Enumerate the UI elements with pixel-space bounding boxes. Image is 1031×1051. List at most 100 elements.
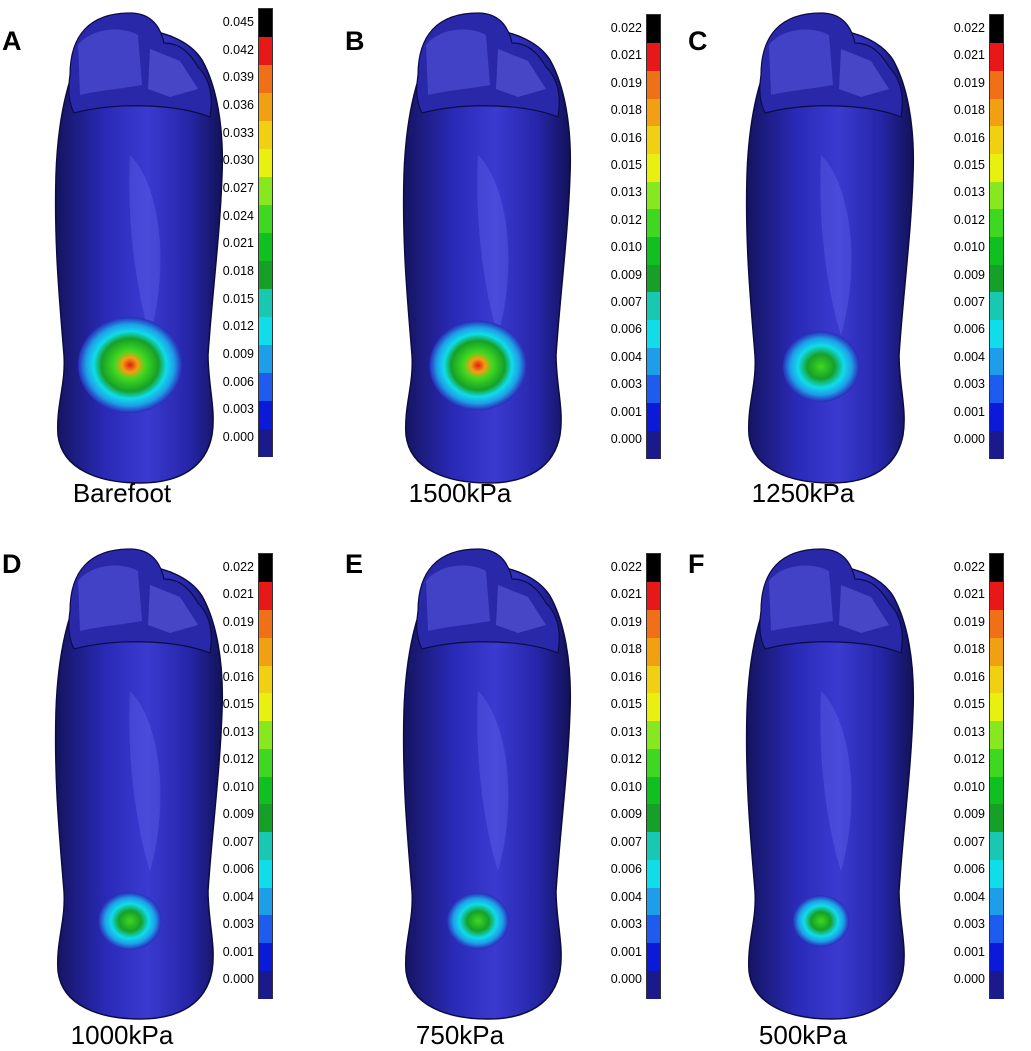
colorbar-tick-label: 0.015 <box>222 291 254 306</box>
colorbar-tick-label: 0.000 <box>953 432 985 446</box>
panel-caption: Barefoot <box>72 478 172 508</box>
colorbar-segment <box>259 316 272 345</box>
colorbar-segment <box>990 291 1003 321</box>
colorbar-tick-label: 0.019 <box>222 614 254 629</box>
colorbar-tick-label: 0.012 <box>610 752 642 767</box>
colorbar-segment <box>259 288 272 317</box>
colorbar-segment <box>990 887 1003 916</box>
colorbar-segment <box>259 400 272 429</box>
panel-letter: B <box>345 26 365 56</box>
colorbar-segment <box>259 637 272 666</box>
colorbar-tick-label: 0.022 <box>953 21 985 35</box>
colorbar-tick-label: 0.007 <box>953 834 985 849</box>
colorbar-segment <box>990 970 1003 999</box>
colorbar-segment <box>990 236 1003 265</box>
colorbar-segment <box>990 831 1003 860</box>
colorbar-segment <box>259 232 272 261</box>
colorbar-tick-label: 0.018 <box>953 642 985 657</box>
colorbar <box>646 14 661 459</box>
panel-letter: E <box>345 549 364 579</box>
colorbar-tick-label: 0.010 <box>222 779 254 794</box>
colorbar-tick-label: 0.019 <box>953 75 985 90</box>
colorbar-tick-label: 0.010 <box>610 779 642 794</box>
colorbar-tick-label: 0.033 <box>222 125 254 140</box>
big-toe-highlight <box>78 29 142 95</box>
colorbar-segment <box>259 831 272 860</box>
colorbar-tick-label: 0.010 <box>953 240 985 255</box>
colorbar-segment <box>259 260 272 289</box>
colorbar-tick-label: 0.006 <box>610 322 642 337</box>
heel-pressure-hotspot <box>792 895 850 947</box>
colorbar-segment <box>259 859 272 888</box>
foot-pressure-map <box>745 548 915 1020</box>
figure-panel-b: B 0.022 0.021 0.019 0.018 0.016 0.015 0.013 0.0… <box>343 0 686 523</box>
arch-highlight <box>129 691 161 871</box>
colorbar-segment <box>647 181 660 210</box>
panel-letter: F <box>688 549 705 579</box>
colorbar-segment <box>990 720 1003 749</box>
colorbar-segment <box>990 208 1003 237</box>
colorbar-segment <box>990 748 1003 777</box>
colorbar-tick-label: 0.018 <box>610 642 642 657</box>
colorbar-tick-label: 0.018 <box>222 264 254 278</box>
colorbar-segment <box>647 125 660 154</box>
colorbar-segment <box>647 914 660 943</box>
colorbar-tick-label: 0.016 <box>610 669 642 684</box>
colorbar-tick-label: 0.015 <box>953 158 985 172</box>
colorbar-segment <box>647 970 660 999</box>
colorbar-segment <box>990 609 1003 638</box>
colorbar <box>258 8 273 457</box>
colorbar-tick-label: 0.021 <box>222 587 254 602</box>
colorbar-tick-label: 0.013 <box>222 724 254 739</box>
colorbar-tick-label: 0.042 <box>222 42 254 57</box>
colorbar-tick-label: 0.009 <box>222 807 254 822</box>
colorbar-segment <box>990 402 1003 431</box>
heel-pressure-hotspot <box>98 892 162 950</box>
lesser-toes-highlight <box>496 585 546 633</box>
colorbar-segment <box>647 153 660 182</box>
colorbar-segment <box>647 319 660 348</box>
colorbar-segment <box>259 148 272 178</box>
colorbar-segment <box>647 692 660 721</box>
colorbar-tick-label: 0.003 <box>953 917 985 932</box>
colorbar-tick-label: 0.004 <box>222 889 254 904</box>
colorbar-segment <box>990 374 1003 404</box>
colorbar-segment <box>259 120 272 150</box>
colorbar-segment <box>259 64 272 94</box>
figure-panel-c: C 0.022 0.021 0.019 0.018 0.016 0.015 0.013 0.0… <box>686 0 1029 523</box>
colorbar-segment <box>259 428 272 457</box>
colorbar-segment <box>647 776 660 805</box>
figure-panel-f: F 0.022 0.021 0.019 0.018 0.016 0.015 0.013 0.0… <box>686 523 1029 1050</box>
colorbar-segment <box>259 776 272 805</box>
colorbar <box>989 553 1004 999</box>
colorbar-tick-label: 0.003 <box>222 917 254 932</box>
colorbar-tick-label: 0.009 <box>610 267 642 282</box>
colorbar-tick-label: 0.007 <box>953 295 985 309</box>
colorbar-segment <box>259 748 272 777</box>
colorbar-segment <box>259 554 272 583</box>
heel-pressure-hotspot <box>447 892 509 950</box>
colorbar-tick-label: 0.007 <box>610 295 642 309</box>
colorbar-segment <box>647 236 660 265</box>
colorbar-tick-label: 0.012 <box>953 212 985 227</box>
arch-highlight <box>477 155 509 335</box>
colorbar-segment <box>647 15 660 44</box>
colorbar <box>989 14 1004 459</box>
colorbar-segment <box>259 609 272 638</box>
colorbar-tick-label: 0.021 <box>610 48 642 63</box>
colorbar-segment <box>647 554 660 583</box>
colorbar-tick-label: 0.016 <box>610 130 642 145</box>
colorbar-segment <box>647 42 660 71</box>
colorbar-segment <box>647 291 660 321</box>
colorbar-segment <box>647 402 660 431</box>
colorbar-tick-label: 0.006 <box>953 862 985 877</box>
colorbar-tick-label: 0.019 <box>610 75 642 90</box>
colorbar-tick-label: 0.010 <box>953 779 985 794</box>
colorbar-segment <box>990 347 1003 376</box>
colorbar-tick-label: 0.001 <box>953 944 985 959</box>
colorbar-tick-label: 0.009 <box>610 807 642 822</box>
colorbar-segment <box>647 831 660 860</box>
colorbar-tick-label: 0.021 <box>953 587 985 602</box>
colorbar-tick-label: 0.006 <box>222 374 254 389</box>
colorbar-segment <box>259 803 272 832</box>
